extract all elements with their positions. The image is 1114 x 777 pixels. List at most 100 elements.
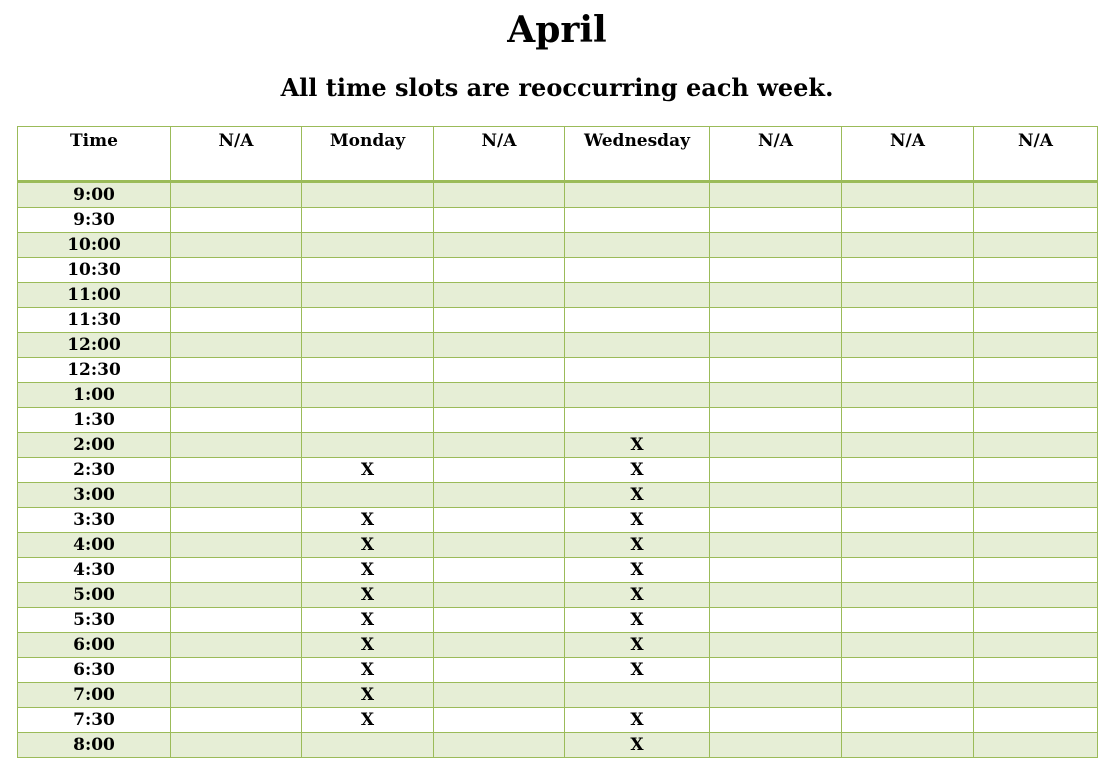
- column-header-n-a: N/A: [973, 126, 1098, 183]
- slot-cell: [433, 507, 565, 533]
- slot-cell: [709, 282, 842, 308]
- table-row: 5:30 X X: [17, 607, 1098, 633]
- slot-cell: [564, 207, 710, 233]
- slot-cell: [709, 582, 842, 608]
- slot-cell: [564, 682, 710, 708]
- time-cell: 8:00: [17, 732, 171, 758]
- slot-cell: [433, 657, 565, 683]
- slot-cell: [564, 357, 710, 383]
- slot-cell: [709, 332, 842, 358]
- table-row: 3:30 X X: [17, 507, 1098, 533]
- slot-cell: [433, 532, 565, 558]
- slot-cell: [841, 232, 974, 258]
- slot-cell: X: [301, 682, 434, 708]
- slot-cell: [709, 207, 842, 233]
- slot-cell: [170, 582, 302, 608]
- slot-cell: [841, 181, 974, 208]
- slot-cell: X: [301, 532, 434, 558]
- time-cell: 2:00: [17, 432, 171, 458]
- slot-cell: [170, 357, 302, 383]
- slot-cell: [170, 507, 302, 533]
- slot-cell: [433, 682, 565, 708]
- table-row: 12:00: [17, 332, 1098, 358]
- slot-cell: [973, 607, 1098, 633]
- slot-cell: [841, 732, 974, 758]
- slot-cell: [433, 632, 565, 658]
- time-cell: 9:00: [17, 181, 171, 208]
- slot-cell: [564, 307, 710, 333]
- slot-cell: [433, 382, 565, 408]
- slot-cell: [433, 732, 565, 758]
- slot-cell: [301, 332, 434, 358]
- slot-cell: [841, 507, 974, 533]
- column-header-monday: Monday: [301, 126, 434, 183]
- slot-cell: [973, 582, 1098, 608]
- time-cell: 10:00: [17, 232, 171, 258]
- table-row: 7:30 X X: [17, 707, 1098, 733]
- column-header-wednesday: Wednesday: [564, 126, 710, 183]
- slot-cell: [564, 332, 710, 358]
- slot-cell: X: [564, 657, 710, 683]
- slot-cell: [709, 307, 842, 333]
- slot-cell: [170, 682, 302, 708]
- slot-cell: [301, 732, 434, 758]
- slot-cell: X: [564, 482, 710, 508]
- slot-cell: [170, 632, 302, 658]
- slot-cell: [973, 307, 1098, 333]
- slot-cell: [170, 432, 302, 458]
- table-row: 3:00 X: [17, 482, 1098, 508]
- slot-cell: X: [301, 607, 434, 633]
- page-subtitle: All time slots are reoccurring each week…: [280, 73, 834, 102]
- slot-cell: [709, 382, 842, 408]
- slot-cell: [564, 232, 710, 258]
- slot-cell: [301, 232, 434, 258]
- slot-cell: [973, 332, 1098, 358]
- slot-cell: [170, 557, 302, 583]
- slot-cell: [841, 582, 974, 608]
- slot-cell: [973, 482, 1098, 508]
- slot-cell: [841, 607, 974, 633]
- table-header: Time N/A Monday N/A Wednesday N/A N/A N/A: [17, 126, 1098, 183]
- slot-cell: [709, 707, 842, 733]
- slot-cell: [301, 181, 434, 208]
- slot-cell: [170, 482, 302, 508]
- slot-cell: [973, 407, 1098, 433]
- slot-cell: [301, 382, 434, 408]
- column-header-n-a: N/A: [841, 126, 974, 183]
- slot-cell: [433, 207, 565, 233]
- slot-cell: [433, 557, 565, 583]
- time-cell: 9:30: [17, 207, 171, 233]
- slot-cell: [973, 457, 1098, 483]
- table-row: 4:00 X X: [17, 532, 1098, 558]
- slot-cell: [709, 257, 842, 283]
- column-header-n-a: N/A: [433, 126, 565, 183]
- slot-cell: [841, 657, 974, 683]
- slot-cell: X: [564, 507, 710, 533]
- slot-cell: [973, 532, 1098, 558]
- page-title: April: [507, 9, 607, 51]
- slot-cell: [433, 482, 565, 508]
- slot-cell: [170, 457, 302, 483]
- table-row: 10:30: [17, 257, 1098, 283]
- slot-cell: [841, 457, 974, 483]
- column-header-n-a: N/A: [170, 126, 302, 183]
- slot-cell: [841, 482, 974, 508]
- table-row: 2:30 X X: [17, 457, 1098, 483]
- time-cell: 7:30: [17, 707, 171, 733]
- table-row: 10:00: [17, 232, 1098, 258]
- slot-cell: [841, 282, 974, 308]
- slot-cell: [170, 407, 302, 433]
- table-row: 11:00: [17, 282, 1098, 308]
- slot-cell: [709, 482, 842, 508]
- slot-cell: [564, 282, 710, 308]
- slot-cell: [170, 332, 302, 358]
- slot-cell: [301, 207, 434, 233]
- slot-cell: [973, 207, 1098, 233]
- time-cell: 11:00: [17, 282, 171, 308]
- slot-cell: [170, 732, 302, 758]
- slot-cell: [973, 707, 1098, 733]
- slot-cell: [709, 632, 842, 658]
- slot-cell: X: [301, 557, 434, 583]
- slot-cell: [301, 432, 434, 458]
- slot-cell: [841, 532, 974, 558]
